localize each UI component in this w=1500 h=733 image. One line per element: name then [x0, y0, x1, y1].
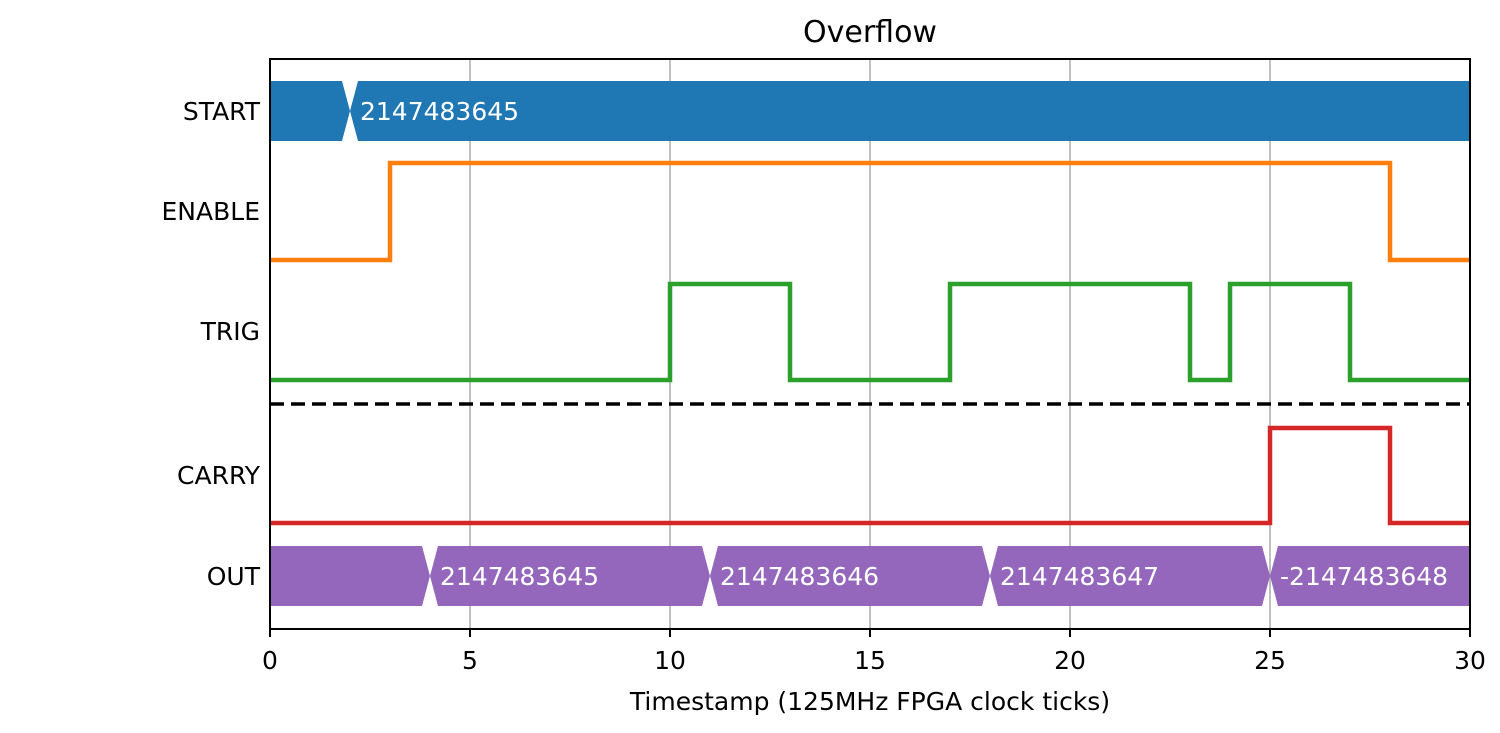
signal-label-start: START	[183, 97, 261, 126]
x-tick-label-15: 15	[854, 646, 886, 675]
signal-carry	[270, 425, 1470, 526]
bus-value-start-1: 2147483645	[360, 97, 519, 126]
x-tick-label-0: 0	[262, 646, 278, 675]
signal-label-out: OUT	[207, 562, 261, 591]
x-tick-label-5: 5	[462, 646, 478, 675]
x-tick-label-25: 25	[1254, 646, 1286, 675]
bus-segment-start-0	[270, 81, 350, 141]
waveform-carry	[270, 425, 1470, 526]
signal-label-trig: TRIG	[200, 317, 260, 346]
axis-layer: 0 5 10 15 20 25 30	[262, 58, 1486, 675]
bus-segment-start-1	[350, 81, 1470, 141]
waveform-enable	[270, 160, 1470, 263]
signal-layer: 2147483645 2147483645 2147483646 2147483647…	[270, 81, 1470, 606]
bus-value-out-4: -2147483648	[1280, 562, 1448, 591]
x-axis-label: Timestamp (125MHz FPGA clock ticks)	[629, 687, 1110, 716]
bus-segment-out-3	[990, 546, 1270, 606]
bus-segment-out-0	[270, 546, 430, 606]
bus-value-out-1: 2147483645	[440, 562, 599, 591]
signal-label-enable: ENABLE	[162, 197, 260, 226]
grid-layer	[469, 59, 1271, 629]
bus-value-out-2: 2147483646	[720, 562, 879, 591]
signal-label-layer: START ENABLE TRIG CARRY OUT	[162, 97, 261, 591]
chart-title: Overflow	[803, 15, 937, 50]
x-tick-label-30: 30	[1454, 646, 1486, 675]
bus-value-out-3: 2147483647	[1000, 562, 1159, 591]
signal-start: 2147483645	[270, 81, 1470, 141]
x-tick-label-10: 10	[654, 646, 686, 675]
bus-segment-out-1	[430, 546, 710, 606]
x-tick-label-20: 20	[1054, 646, 1086, 675]
bus-segment-out-4	[1270, 546, 1470, 606]
signal-trig	[270, 281, 1470, 383]
signal-label-carry: CARRY	[177, 461, 261, 490]
bus-segment-out-2	[710, 546, 990, 606]
signal-out: 2147483645 2147483646 2147483647 -214748364…	[270, 546, 1470, 606]
waveform-trig	[270, 281, 1470, 383]
signal-enable	[270, 160, 1470, 263]
